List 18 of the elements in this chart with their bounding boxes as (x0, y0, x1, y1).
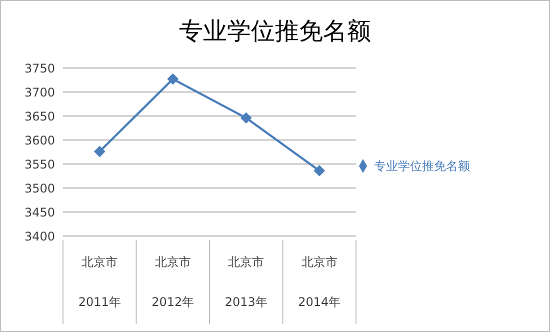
category-label: 北京市 2011年 (78, 255, 121, 309)
point (240, 112, 252, 124)
y-tick-label: 3400 (24, 229, 55, 244)
point (167, 74, 178, 85)
y-tick-label: 3550 (24, 157, 55, 172)
point (314, 165, 325, 176)
y-tick-label: 3500 (24, 181, 55, 196)
category-label: 北京市 2013年 (224, 255, 268, 309)
y-tick-label: 3750 (24, 61, 55, 76)
point (94, 146, 106, 158)
category-label: 北京市 2014年 (298, 255, 341, 309)
category-label: 北京市 2012年 (152, 255, 194, 309)
y-tick-label: 3650 (24, 109, 55, 124)
y-tick-label: 3450 (24, 205, 55, 220)
y-tick-label: 3600 (24, 133, 55, 148)
y-tick-label: 3700 (24, 85, 55, 100)
legend-label: 专业学位推免名额 (374, 158, 470, 172)
chart-title: 专业学位推免名额 (178, 16, 372, 47)
